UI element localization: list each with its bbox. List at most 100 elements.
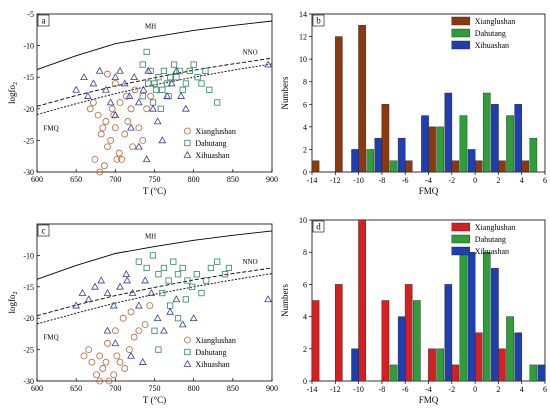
x-tick-label: -12	[330, 385, 341, 394]
x-tick-label: -8	[379, 385, 386, 394]
bar	[491, 268, 499, 382]
legend-label: Dahutang	[475, 29, 506, 38]
x-tick-label: 750	[149, 175, 161, 184]
bar	[459, 115, 468, 173]
x-axis-label: FMQ	[419, 186, 439, 196]
bar	[436, 126, 444, 173]
data-point-square	[182, 80, 189, 87]
data-point-circle	[129, 143, 136, 151]
fmq-label: FMQ	[44, 124, 59, 132]
y-tick-label: -10	[23, 42, 34, 51]
bar	[413, 300, 421, 382]
fmq-label: FMQ	[44, 334, 59, 342]
data-point-circle	[99, 365, 107, 372]
x-tick-label: 900	[266, 384, 278, 393]
data-point-circle	[121, 130, 129, 138]
y-tick-label: -20	[23, 105, 34, 114]
data-point-circle	[108, 105, 116, 113]
nno-label: NNO	[242, 258, 257, 266]
legend-label: Xianglushan	[475, 17, 515, 26]
data-point-triangle	[178, 320, 187, 328]
panel-label-box	[312, 14, 325, 27]
legend-marker-triangle	[183, 359, 192, 367]
bar	[514, 332, 523, 382]
bar	[397, 137, 406, 173]
nno-buffer-curve	[36, 267, 273, 317]
x-tick-label: 650	[70, 175, 82, 184]
data-point-square	[167, 74, 174, 81]
data-point-circle	[139, 136, 147, 144]
data-point-triangle	[128, 288, 137, 296]
data-point-circle	[126, 346, 133, 354]
data-point-square	[151, 327, 158, 334]
data-point-square	[157, 105, 164, 112]
panel-label: b	[316, 16, 321, 26]
y-tick-label: 0	[303, 377, 307, 386]
x-tick-label: -12	[330, 176, 341, 185]
panel-label-box	[37, 224, 50, 237]
x-tick-label: 4	[520, 385, 524, 394]
data-point-circle	[88, 358, 96, 366]
data-point-triangle	[264, 60, 272, 68]
bar	[459, 251, 468, 382]
data-point-circle	[113, 352, 121, 360]
data-point-triangle	[125, 92, 134, 99]
data-point-circle	[80, 352, 88, 360]
x-tick-label: 900	[266, 175, 278, 184]
data-point-circle	[135, 124, 143, 132]
data-point-square	[143, 48, 150, 56]
data-point-circle	[131, 86, 139, 94]
data-point-circle	[116, 358, 124, 366]
mh-buffer-curve	[36, 230, 273, 280]
legend-marker-circle	[183, 336, 191, 344]
data-point-square	[160, 264, 167, 272]
data-point-triangle	[177, 92, 186, 99]
data-point-square	[145, 80, 152, 87]
bar	[351, 149, 359, 173]
x-tick-label: 800	[188, 384, 200, 393]
data-point-circle	[104, 70, 111, 78]
data-point-triangle	[130, 73, 139, 80]
legend-swatch	[451, 28, 470, 38]
y-axis-label: logfo2	[7, 82, 19, 104]
x-tick-label: 0	[473, 385, 477, 394]
data-point-circle	[105, 377, 113, 385]
x-tick-label: -6	[402, 176, 409, 185]
x-tick-label: 600	[31, 384, 43, 393]
bar	[311, 160, 320, 173]
x-tick-label: -4	[425, 176, 432, 185]
legend-label: Xianglushan	[195, 127, 235, 136]
bar	[474, 160, 483, 173]
mh-label: MH	[145, 23, 156, 31]
y-tick-label: 8	[303, 78, 307, 87]
bar	[358, 25, 366, 173]
data-point-circle	[115, 149, 123, 157]
data-point-triangle	[80, 73, 88, 80]
data-point-square	[207, 264, 214, 272]
data-point-triangle	[149, 104, 157, 112]
data-point-square	[155, 346, 162, 353]
y-axis-label: Numbers	[280, 284, 290, 317]
data-point-triangle	[95, 66, 104, 74]
data-point-circle	[96, 352, 104, 360]
x-tick-label: -2	[448, 385, 455, 394]
data-point-square	[173, 74, 180, 81]
data-point-square	[214, 258, 221, 265]
panel-label: d	[316, 222, 321, 232]
data-point-triangle	[103, 288, 112, 296]
plot-frame	[36, 223, 273, 382]
data-point-square	[225, 264, 233, 272]
x-tick-label: 6	[543, 176, 547, 185]
bar	[351, 348, 359, 382]
bar	[381, 104, 390, 173]
data-point-triangle	[120, 79, 129, 87]
data-point-square	[193, 271, 200, 278]
data-point-circle	[146, 302, 154, 310]
data-point-triangle	[160, 326, 168, 334]
data-point-circle	[85, 346, 93, 354]
data-point-circle	[102, 358, 110, 366]
bar	[514, 104, 523, 173]
y-tick-label: 6	[303, 280, 307, 289]
data-point-triangle	[111, 73, 120, 80]
y-tick-label: 10	[299, 216, 307, 225]
